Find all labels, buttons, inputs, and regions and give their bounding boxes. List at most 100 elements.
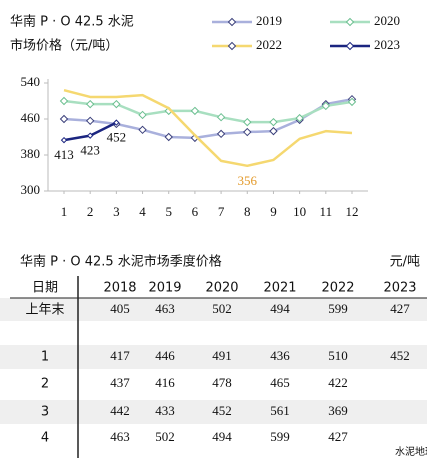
chart-title: 市场价格（元/吨） [10,38,118,54]
table-cell: 405 [110,301,130,316]
y-tick-label: 300 [21,182,41,197]
legend-marker [227,41,237,51]
marker [138,110,147,120]
legend-label: 2022 [256,37,282,52]
marker [86,132,94,139]
table-cell: 463 [155,301,175,316]
table-cell: 491 [212,348,232,363]
marker [59,96,69,106]
table-cell: 442 [110,403,130,418]
table-cell: 369 [328,403,348,418]
table-cell: 502 [212,301,232,316]
table-cell: 452 [212,403,232,418]
marker [216,129,226,139]
marker [269,126,278,136]
table-cell: 427 [328,429,348,444]
legend-label: 2019 [256,13,282,28]
table-cell: 465 [270,375,290,390]
row-label: 3 [41,405,49,420]
table-cell: 494 [212,429,232,444]
row-band [0,345,427,369]
data-label: 356 [238,173,258,188]
marker [295,113,304,123]
table-cell: 416 [155,375,175,390]
row-label: 4 [41,431,49,446]
table-cell: 417 [110,348,130,363]
legend-marker [227,17,237,27]
table-header: 2018 [103,281,136,296]
x-tick-label: 11 [320,204,333,219]
x-tick-label: 8 [244,204,251,219]
x-tick-label: 12 [346,204,359,219]
marker [60,136,68,144]
legend-marker [345,41,355,51]
table-unit: 元/吨 [390,255,420,270]
x-tick-label: 5 [165,204,172,219]
table-cell: 494 [270,301,290,316]
row-label: 2 [41,377,49,392]
table-cell: 452 [390,348,410,363]
marker [321,101,331,111]
data-label: 413 [54,147,74,162]
data-label: 452 [107,130,127,145]
marker [138,125,147,135]
series-line [63,99,353,124]
table-cell: 599 [270,429,290,444]
marker [190,106,200,116]
table-header: 2023 [383,281,416,296]
x-tick-label: 1 [61,204,68,219]
table-cell: 427 [390,301,410,316]
marker [269,117,278,127]
table-title: 华南 P · O 42.5 水泥市场季度价格 [20,254,222,270]
row-label: 上年末 [25,303,64,318]
table-cell: 422 [328,375,348,390]
x-tick-label: 4 [139,204,146,219]
y-tick-label: 540 [21,74,41,89]
series-line [63,88,353,168]
marker [164,132,173,142]
row-band [0,298,427,321]
table-cell: 446 [155,348,175,363]
data-label: 423 [80,143,100,158]
row-band [0,400,427,424]
table-header: 2022 [321,281,354,296]
x-tick-label: 3 [113,204,120,219]
x-tick-label: 7 [218,204,225,219]
table-cell: 436 [270,348,290,363]
marker [243,127,252,137]
marker [216,112,226,122]
legend-label: 2023 [374,37,400,52]
y-tick-label: 460 [21,110,41,125]
table-cell: 478 [212,375,232,390]
table-cell: 510 [328,348,348,363]
table-header: 2021 [263,281,296,296]
table-cell: 502 [155,429,175,444]
x-tick-label: 10 [293,204,306,219]
x-tick-label: 9 [270,204,277,219]
table-cell: 433 [155,403,175,418]
chart-title: 华南 P · O 42.5 水泥 [10,14,134,30]
marker [347,97,357,107]
table-header: 日期 [32,281,58,296]
legend-label: 2020 [374,13,400,28]
y-tick-label: 380 [21,146,41,161]
marker [85,99,95,109]
table-cell: 561 [270,403,290,418]
row-label: 1 [41,350,49,365]
watermark: 水泥地理 [395,445,427,458]
x-tick-label: 2 [87,204,94,219]
marker [112,99,121,109]
x-tick-label: 6 [192,204,199,219]
table-cell: 463 [110,429,130,444]
table-cell: 599 [328,301,348,316]
marker [59,114,69,124]
table-cell: 437 [110,375,130,390]
table-header: 2019 [148,281,181,296]
table-header: 2020 [205,281,238,296]
legend-marker [345,17,355,27]
marker [243,117,252,127]
marker [85,116,95,126]
marker [113,119,120,126]
